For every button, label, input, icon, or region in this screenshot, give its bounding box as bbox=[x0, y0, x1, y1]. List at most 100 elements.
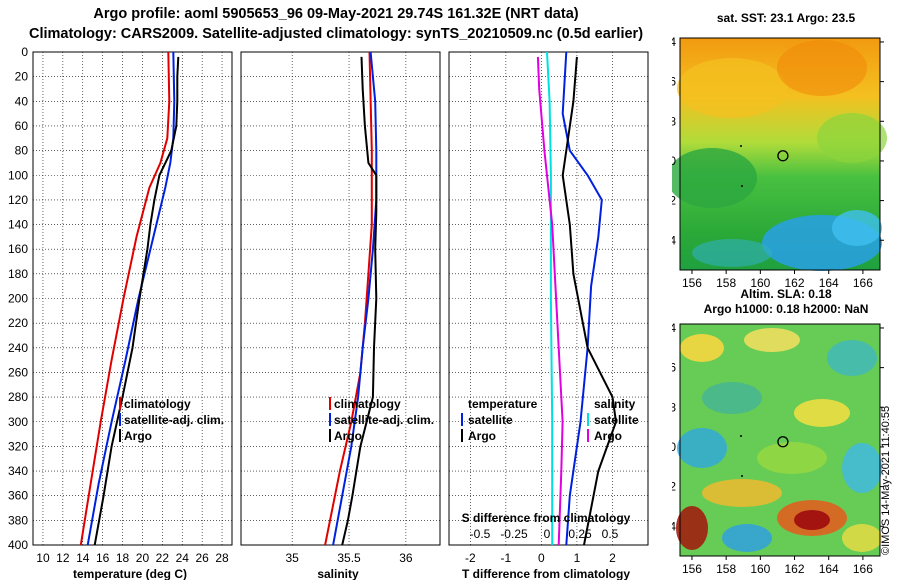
sla-positive-patch bbox=[702, 479, 782, 507]
depth-tick-label: 220 bbox=[8, 316, 28, 330]
x-tick-label: -1 bbox=[501, 551, 512, 565]
legend-climatology-label: climatology bbox=[334, 397, 401, 411]
lon-tick-label: 166 bbox=[853, 276, 873, 288]
x-tick-label: 35 bbox=[285, 551, 299, 565]
figure-title-line-2: Climatology: CARS2009. Satellite-adjuste… bbox=[28, 26, 644, 42]
depth-tick-label: 20 bbox=[15, 70, 29, 84]
x-tick-label: 18 bbox=[116, 551, 130, 565]
lat-tick-label: -32 bbox=[672, 194, 676, 208]
sst-map-frame bbox=[679, 37, 881, 271]
sla-negative-patch bbox=[702, 382, 762, 414]
float-track-point bbox=[741, 185, 743, 187]
legend-argo-label: Argo bbox=[124, 429, 152, 443]
series-line-climatology bbox=[79, 52, 171, 545]
float-track-point bbox=[740, 435, 742, 437]
sla-map: -24 -26 -28 -30 -32 -34 156 158 160 162 164 166 bbox=[672, 321, 884, 576]
legend-temperature-title: temperature bbox=[468, 397, 538, 411]
legend-s-argo-label: Argo bbox=[594, 429, 622, 443]
lat-tick-label: -28 bbox=[672, 114, 676, 128]
x-tick-label: -2 bbox=[465, 551, 476, 565]
depth-tick-label: 160 bbox=[8, 242, 28, 256]
argo-location-marker bbox=[777, 436, 789, 448]
lon-tick-label: 158 bbox=[716, 562, 736, 576]
series-group bbox=[536, 52, 617, 545]
x-tick-label: 14 bbox=[76, 551, 90, 565]
legend-t-satellite-label: satellite bbox=[468, 413, 513, 427]
sst-cold-patch bbox=[832, 210, 882, 246]
s-difference-tick-labels: -0.5 -0.25 0 0.25 0.5 bbox=[470, 527, 619, 541]
s-tick-label: 0 bbox=[544, 527, 551, 541]
s-difference-axis-label: S difference from climatology bbox=[462, 511, 631, 525]
sst-warm-patch bbox=[677, 58, 787, 118]
float-track-point bbox=[740, 145, 742, 147]
lon-tick-label: 164 bbox=[819, 562, 839, 576]
temperature-xlabel: temperature (deg C) bbox=[73, 567, 187, 580]
sla-positive-patch bbox=[842, 524, 882, 552]
lat-tick-label: -30 bbox=[672, 440, 676, 454]
lat-tick-label: -34 bbox=[672, 233, 676, 247]
difference-panel: -2 -1 0 1 2 bbox=[448, 51, 649, 565]
sst-map: -24 -26 -28 -30 -32 -34 156 158 160 162 164 166 bbox=[672, 35, 887, 288]
series-line-temperature-satellite bbox=[561, 52, 603, 545]
legend-argo-label: Argo bbox=[334, 429, 362, 443]
sla-map-frame bbox=[679, 323, 881, 557]
lat-tick-label: -30 bbox=[672, 154, 676, 168]
lon-tick-label: 162 bbox=[785, 276, 805, 288]
depth-tick-label: 140 bbox=[8, 218, 28, 232]
depth-tick-label: 60 bbox=[15, 119, 29, 133]
lat-tick-label: -34 bbox=[672, 519, 676, 533]
legend-t-argo-label: Argo bbox=[468, 429, 496, 443]
depth-tick-label: 40 bbox=[15, 94, 29, 108]
depth-tick-label: 340 bbox=[8, 464, 28, 478]
series-group bbox=[79, 52, 180, 545]
depth-tick-label: 200 bbox=[8, 292, 28, 306]
panel-frame bbox=[448, 51, 649, 546]
s-tick-label: 0.25 bbox=[568, 527, 592, 541]
salinity-xlabel: salinity bbox=[317, 567, 359, 580]
difference-xlabel: T difference from climatology bbox=[462, 567, 630, 580]
sst-cold-patch bbox=[692, 239, 772, 267]
lat-tick-label: -26 bbox=[672, 75, 676, 89]
sla-negative-patch bbox=[722, 524, 772, 552]
depth-tick-label: 240 bbox=[8, 341, 28, 355]
x-tick-label: 26 bbox=[195, 551, 209, 565]
depth-tick-label: 100 bbox=[8, 168, 28, 182]
temperature-legend: climatology satellite-adj. clim. Argo bbox=[119, 397, 224, 443]
depth-tick-label: 180 bbox=[8, 267, 28, 281]
s-tick-label: -0.25 bbox=[500, 527, 528, 541]
lon-tick-label: 156 bbox=[682, 562, 702, 576]
legend-s-satellite-label: satellite bbox=[594, 413, 639, 427]
depth-tick-label: 120 bbox=[8, 193, 28, 207]
sst-map-ticks: -24 -26 -28 -30 -32 -34 156 158 160 162 164 166 bbox=[672, 35, 884, 288]
legend-climatology-label: climatology bbox=[124, 397, 191, 411]
sla-negative-patch bbox=[677, 428, 727, 468]
depth-tick-label: 320 bbox=[8, 439, 28, 453]
series-group bbox=[324, 52, 378, 545]
lon-tick-label: 160 bbox=[750, 276, 770, 288]
x-tick-label: 1 bbox=[574, 551, 581, 565]
lat-tick-label: -24 bbox=[672, 35, 676, 49]
sla-mid-patch bbox=[757, 442, 827, 474]
x-tick-label: 22 bbox=[156, 551, 170, 565]
argo-location-marker bbox=[777, 150, 789, 162]
sst-warm-patch bbox=[777, 40, 867, 96]
s-tick-label: -0.5 bbox=[470, 527, 491, 541]
panel-frame bbox=[32, 51, 233, 546]
depth-tick-label: 300 bbox=[8, 415, 28, 429]
x-tick-label: 2 bbox=[609, 551, 616, 565]
legend-salinity-title: salinity bbox=[594, 397, 636, 411]
x-tick-label: 0 bbox=[538, 551, 545, 565]
depth-tick-label: 80 bbox=[15, 144, 29, 158]
temperature-panel: 10 12 14 16 18 20 22 24 26 28 bbox=[32, 51, 233, 565]
series-line-satellite-adj-clim- bbox=[86, 52, 176, 545]
figure-title-line-1: Argo profile: aoml 5905653_96 09-May-202… bbox=[93, 6, 579, 22]
difference-legend-temperature: temperature satellite Argo bbox=[461, 397, 538, 443]
x-tick-label: 12 bbox=[56, 551, 70, 565]
x-tick-label: 36 bbox=[399, 551, 413, 565]
series-line-satellite-adj-clim- bbox=[332, 52, 378, 545]
x-tick-label: 20 bbox=[136, 551, 150, 565]
depth-tick-label: 400 bbox=[8, 538, 28, 552]
lon-tick-label: 164 bbox=[819, 276, 839, 288]
s-tick-label: 0.5 bbox=[602, 527, 619, 541]
sst-map-title: sat. SST: 23.1 Argo: 23.5 bbox=[716, 11, 856, 25]
